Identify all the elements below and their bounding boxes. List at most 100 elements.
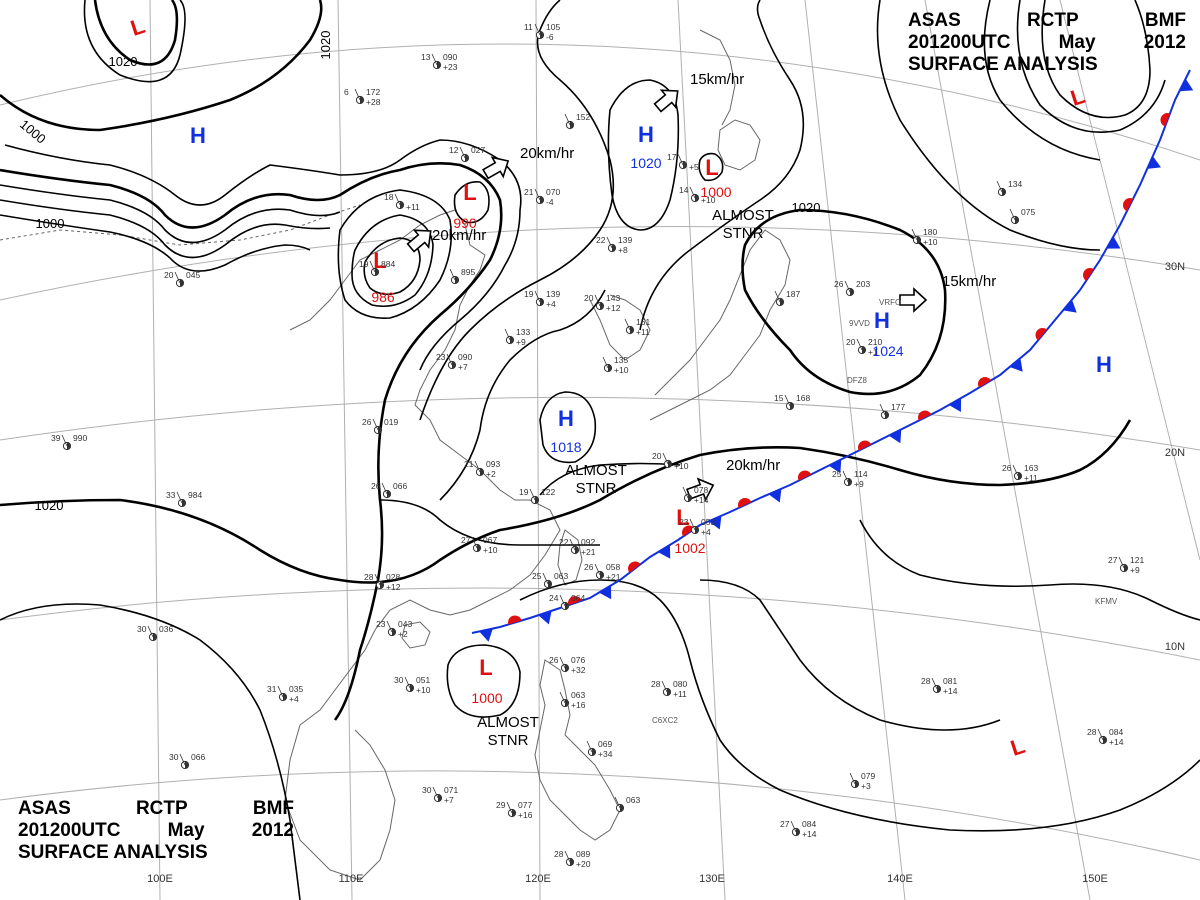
low-pressure-symbol: L bbox=[479, 655, 492, 680]
station-pressure: 884 bbox=[381, 259, 395, 269]
station-temperature: 17 bbox=[667, 152, 677, 162]
station-plot: 26 203 bbox=[834, 279, 870, 297]
station-temperature: 23 bbox=[436, 352, 446, 362]
station-pressure: 066 bbox=[393, 481, 407, 491]
high-pressure-symbol: H bbox=[638, 122, 654, 147]
header-month: May bbox=[1058, 32, 1096, 53]
wind-barb-icon bbox=[449, 268, 456, 281]
header-year: 2012 bbox=[251, 820, 294, 841]
cloud-cover-icon bbox=[400, 201, 404, 209]
isobar bbox=[0, 0, 323, 132]
station-plot: 14 +10 bbox=[679, 185, 716, 205]
station-temperature: 26 bbox=[1002, 463, 1012, 473]
cloud-cover-icon bbox=[477, 544, 481, 552]
cloud-cover-icon bbox=[937, 685, 941, 693]
central-pressure-label: 986 bbox=[371, 289, 395, 305]
station-plot: 177 bbox=[879, 402, 905, 420]
header-time: 201200UTC bbox=[908, 32, 1011, 53]
cloud-cover-icon bbox=[480, 468, 484, 476]
station-plot: 28 089+20 bbox=[554, 849, 591, 869]
warm-front-semicircle bbox=[918, 410, 932, 421]
station-plot: 21 093+2 bbox=[464, 459, 500, 479]
station-pressure: 070 bbox=[546, 187, 560, 197]
station-temperature: 28 bbox=[1087, 727, 1097, 737]
cloud-cover-icon bbox=[855, 780, 859, 788]
station-plot: 20 210+1 bbox=[846, 337, 882, 357]
station-plot: 19 139+4 bbox=[524, 289, 560, 309]
station-plot: 28 028+12 bbox=[364, 572, 401, 592]
station-tendency: +11 bbox=[636, 327, 650, 337]
station-plot: 31 035+4 bbox=[267, 684, 303, 704]
station-tendency: +10 bbox=[483, 545, 498, 555]
ship-call-sign: DFZ8 bbox=[847, 376, 868, 385]
isobar bbox=[453, 180, 490, 224]
station-pressure: 093 bbox=[486, 459, 500, 469]
wind-barb-icon bbox=[1012, 464, 1019, 477]
wind-barb-icon bbox=[682, 486, 689, 499]
station-plot: 28 081+14 bbox=[921, 676, 958, 696]
station-temperature: 28 bbox=[921, 676, 931, 686]
isobar-label: 1000 bbox=[36, 216, 65, 231]
warm-front-semicircle bbox=[508, 615, 522, 625]
station-tendency: +7 bbox=[444, 795, 454, 805]
station-temperature: 11 bbox=[524, 22, 533, 32]
parallel-line bbox=[0, 587, 1200, 661]
station-pressure: 895 bbox=[461, 267, 475, 277]
station-pressure: 063 bbox=[571, 690, 585, 700]
wind-barb-icon bbox=[559, 656, 566, 669]
station-tendency: +10 bbox=[674, 461, 689, 471]
wind-barb-icon bbox=[911, 228, 918, 241]
station-tendency: +4 bbox=[289, 694, 299, 704]
note-label: ALMOST bbox=[712, 207, 774, 224]
wind-barb-icon bbox=[431, 53, 438, 66]
station-tendency: +2 bbox=[486, 469, 496, 479]
station-pressure: 089 bbox=[576, 849, 590, 859]
station-plot: 23 053+4 bbox=[679, 517, 715, 537]
station-tendency: +10 bbox=[416, 685, 431, 695]
station-tendency: +14 bbox=[943, 686, 958, 696]
station-tendency: +20 bbox=[576, 859, 591, 869]
station-temperature: 28 bbox=[651, 679, 661, 689]
wind-barb-icon bbox=[844, 280, 851, 293]
isobar-label: 1020 bbox=[109, 54, 138, 69]
station-plot: 28 080+11 bbox=[651, 679, 687, 699]
station-tendency: +21 bbox=[581, 547, 596, 557]
wind-barb-icon bbox=[394, 193, 401, 206]
wind-barb-icon bbox=[586, 740, 593, 753]
station-plot: 069+34 bbox=[586, 739, 613, 759]
note-label: STNR bbox=[576, 480, 617, 497]
cloud-cover-icon bbox=[182, 499, 186, 507]
motion-speed-label: 20km/hr bbox=[726, 457, 780, 474]
wind-barb-icon bbox=[564, 850, 571, 863]
station-pressure: 143 bbox=[606, 293, 620, 303]
wind-barb-icon bbox=[277, 685, 284, 698]
station-plot: 180+10 bbox=[911, 227, 938, 247]
station-pressure: 139 bbox=[546, 289, 560, 299]
station-tendency: +21 bbox=[606, 572, 621, 582]
station-plot: 20 +10 bbox=[652, 451, 689, 471]
station-temperature: 29 bbox=[496, 800, 506, 810]
station-plot: 11 105-6 bbox=[524, 22, 560, 42]
coastline-mongolia-border bbox=[0, 204, 361, 246]
station-plot: 27 084+14 bbox=[780, 819, 817, 839]
cloud-cover-icon bbox=[570, 858, 574, 866]
wind-barb-icon bbox=[614, 796, 621, 809]
station-pressure: 090 bbox=[443, 52, 457, 62]
station-pressure: 163 bbox=[1024, 463, 1038, 473]
station-tendency: +10 bbox=[701, 195, 716, 205]
header-year: 2012 bbox=[1143, 32, 1186, 53]
station-pressure: 121 bbox=[1130, 555, 1144, 565]
isobar bbox=[639, 0, 805, 331]
station-plot: 133+9 bbox=[504, 327, 530, 347]
cloud-cover-icon bbox=[375, 268, 379, 276]
coastline-china bbox=[289, 209, 561, 726]
cloud-cover-icon bbox=[885, 411, 889, 419]
motion-arrow-icon bbox=[406, 229, 432, 253]
station-pressure: 064 bbox=[571, 593, 585, 603]
grid-labels: 100E 110E 120E 130E 140E 150E 30N 20N 10N bbox=[147, 261, 1185, 885]
station-plot: 26 076+32 bbox=[549, 655, 586, 675]
station-plot: 15 168 bbox=[774, 393, 810, 411]
motion-speed-label: 15km/hr bbox=[690, 71, 744, 88]
parallel-line bbox=[0, 770, 1200, 861]
